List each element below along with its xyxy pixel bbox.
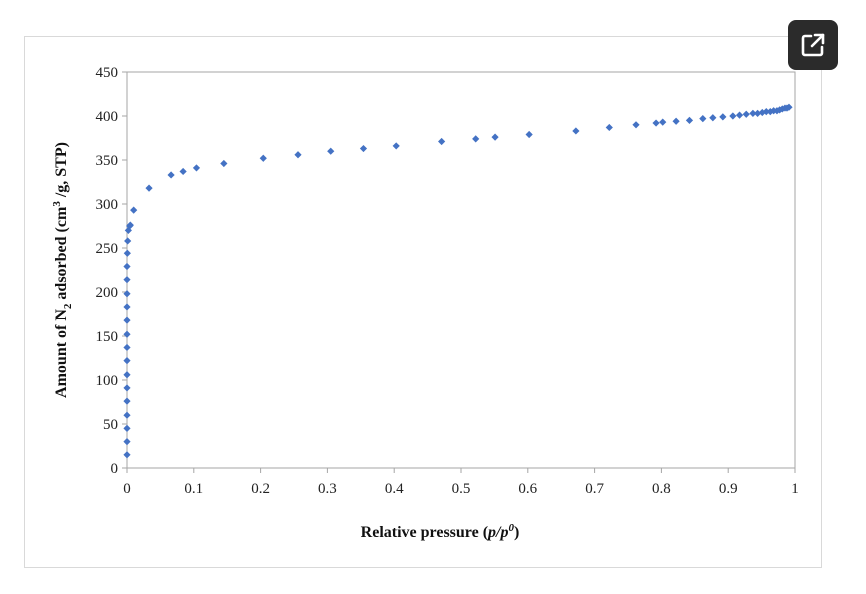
x-tick-label: 0.6 <box>518 481 537 497</box>
data-point <box>123 384 131 392</box>
x-tick-label: 0.8 <box>652 481 671 497</box>
y-tick-label: 150 <box>96 329 119 345</box>
y-tick-label: 450 <box>96 65 119 81</box>
x-tick-label: 0.9 <box>719 481 738 497</box>
data-point <box>672 117 680 125</box>
data-point <box>123 316 131 324</box>
data-point <box>192 164 201 172</box>
x-tick-label: 0 <box>123 481 131 497</box>
figure-card <box>24 36 822 568</box>
data-point <box>491 133 499 141</box>
data-point <box>123 249 131 257</box>
data-point <box>123 424 131 432</box>
data-point <box>685 116 694 124</box>
data-point <box>735 111 744 119</box>
x-tick-label: 0.1 <box>184 481 203 497</box>
y-tick-label: 300 <box>96 197 119 213</box>
data-point <box>632 121 640 129</box>
data-point <box>785 103 793 111</box>
data-point <box>123 371 131 379</box>
x-axis: 0 0.1 0.2 0.3 0.4 0.5 0.6 0.7 0.8 0.9 1 <box>123 468 799 497</box>
data-point <box>729 112 737 120</box>
data-point <box>130 206 138 214</box>
y-tick-label: 50 <box>103 417 118 433</box>
data-series <box>123 103 793 459</box>
data-point <box>749 109 757 117</box>
data-point <box>753 109 762 117</box>
x-tick-label: 0.7 <box>585 481 604 497</box>
data-point <box>572 127 580 135</box>
data-point <box>123 411 131 419</box>
data-point <box>359 144 368 153</box>
x-tick-label: 0.2 <box>251 481 270 497</box>
data-point <box>123 303 131 311</box>
y-axis-title: Amount of N2 adsorbed (cm3 /g, STP) <box>51 142 74 398</box>
y-tick-label: 350 <box>96 153 119 169</box>
data-point <box>126 221 134 229</box>
data-point <box>259 154 267 162</box>
data-point <box>762 108 770 116</box>
data-point <box>438 137 446 146</box>
y-tick-label: 200 <box>96 285 119 301</box>
data-point <box>167 171 175 179</box>
x-tick-label: 0.5 <box>452 481 471 497</box>
x-tick-label: 0.4 <box>385 481 404 497</box>
y-tick-label: 400 <box>96 109 119 125</box>
data-point <box>392 142 400 150</box>
data-point <box>123 290 131 298</box>
data-point <box>145 184 153 192</box>
data-point <box>742 110 750 118</box>
data-point <box>123 330 131 338</box>
data-point <box>123 357 131 365</box>
data-point <box>327 147 335 155</box>
y-tick-label: 250 <box>96 241 119 257</box>
data-point <box>659 118 667 126</box>
data-point <box>123 451 131 459</box>
data-point <box>220 159 228 168</box>
data-point <box>294 151 302 159</box>
data-point <box>709 114 717 122</box>
y-tick-label: 100 <box>96 373 119 389</box>
data-point <box>605 123 613 132</box>
data-point <box>525 130 533 139</box>
data-point <box>179 167 187 176</box>
x-axis-title: Relative pressure (p/p0) <box>361 522 520 541</box>
data-point <box>124 237 132 245</box>
data-point <box>123 262 131 271</box>
data-point <box>123 438 131 446</box>
x-tick-label: 0.3 <box>318 481 337 497</box>
expand-figure-button[interactable] <box>788 20 838 70</box>
data-point <box>652 119 660 127</box>
plot-area <box>126 71 796 469</box>
data-point <box>123 397 131 405</box>
data-point <box>123 276 131 284</box>
open-in-new-icon <box>801 33 825 57</box>
y-tick-label: 0 <box>111 461 119 477</box>
x-tick-label: 1 <box>791 481 799 497</box>
data-point <box>472 135 480 143</box>
data-point <box>699 115 707 123</box>
data-point <box>123 343 131 352</box>
y-axis: 0 50 100 150 200 250 300 350 400 450 <box>96 65 127 477</box>
data-point <box>719 113 727 121</box>
